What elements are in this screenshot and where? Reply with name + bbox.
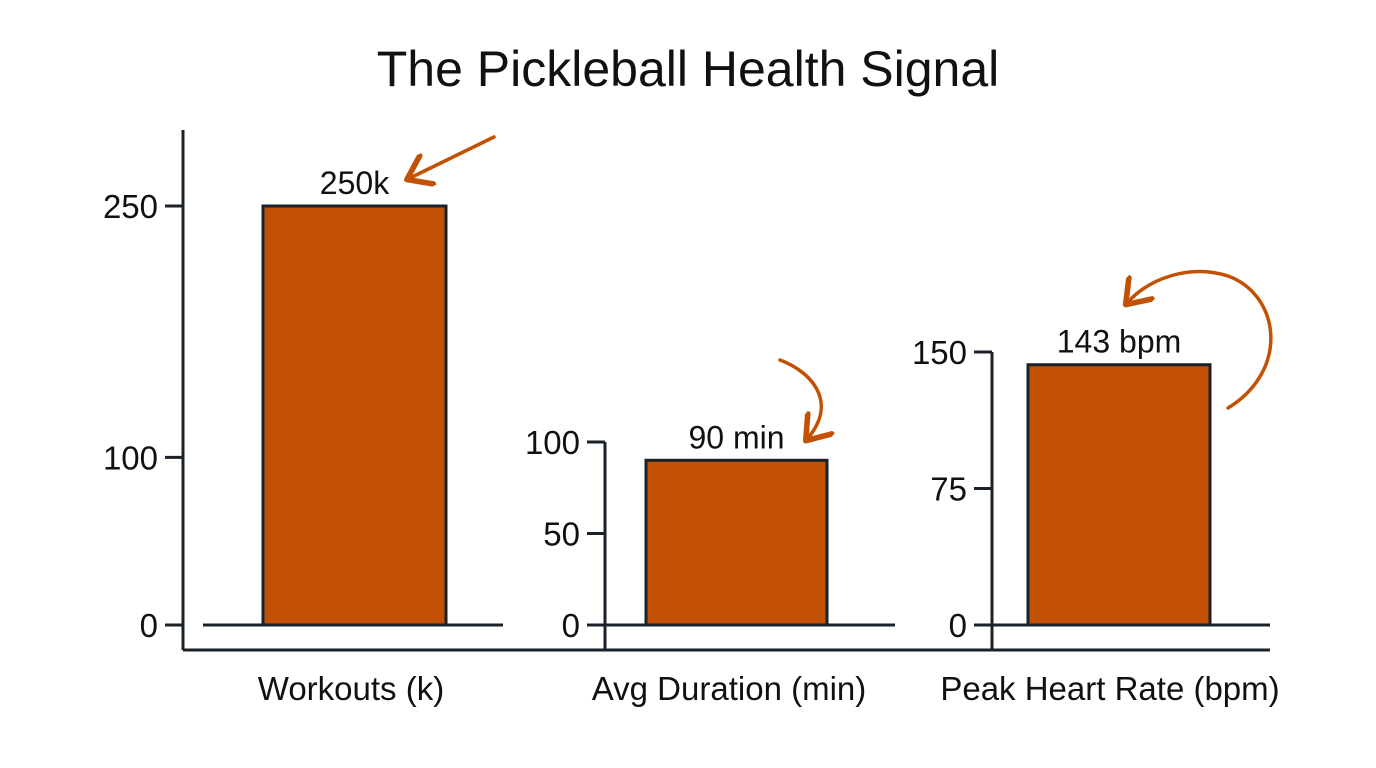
chart-title: The Pickleball Health Signal bbox=[377, 41, 1000, 97]
category-label: Avg Duration (min) bbox=[592, 670, 867, 707]
y-tick-label: 75 bbox=[930, 471, 967, 508]
annotation-arrow-icon bbox=[410, 135, 496, 178]
data-label: 250k bbox=[320, 165, 390, 201]
y-tick-label: 0 bbox=[949, 607, 967, 644]
y-tick-label: 50 bbox=[543, 516, 580, 553]
bar bbox=[261, 204, 448, 627]
data-label: 143 bpm bbox=[1057, 324, 1182, 360]
chart-panel-3: 0 75 150 143 bpm Peak Heart Rate (bpm) bbox=[912, 269, 1280, 707]
chart-panels: 0 100 250 250k Workouts (k) 0 50 100 90 min Avg D… bbox=[103, 130, 1280, 707]
category-label: Peak Heart Rate (bpm) bbox=[940, 670, 1279, 707]
bar bbox=[644, 458, 829, 627]
annotation-arrow-icon bbox=[1128, 269, 1273, 410]
y-tick-label: 100 bbox=[103, 439, 158, 476]
bar bbox=[1026, 363, 1212, 627]
chart-panel-2: 0 50 100 90 min Avg Duration (min) bbox=[525, 358, 895, 707]
y-tick-label: 150 bbox=[912, 334, 967, 371]
y-tick-label: 100 bbox=[525, 424, 580, 461]
y-tick-label: 0 bbox=[562, 607, 580, 644]
annotation-arrow-icon bbox=[778, 358, 821, 438]
chart-panel-1: 0 100 250 250k Workouts (k) bbox=[103, 130, 1270, 707]
data-label: 90 min bbox=[688, 419, 784, 455]
y-tick-label: 0 bbox=[140, 607, 158, 644]
category-label: Workouts (k) bbox=[258, 670, 444, 707]
y-tick-label: 250 bbox=[103, 188, 158, 225]
